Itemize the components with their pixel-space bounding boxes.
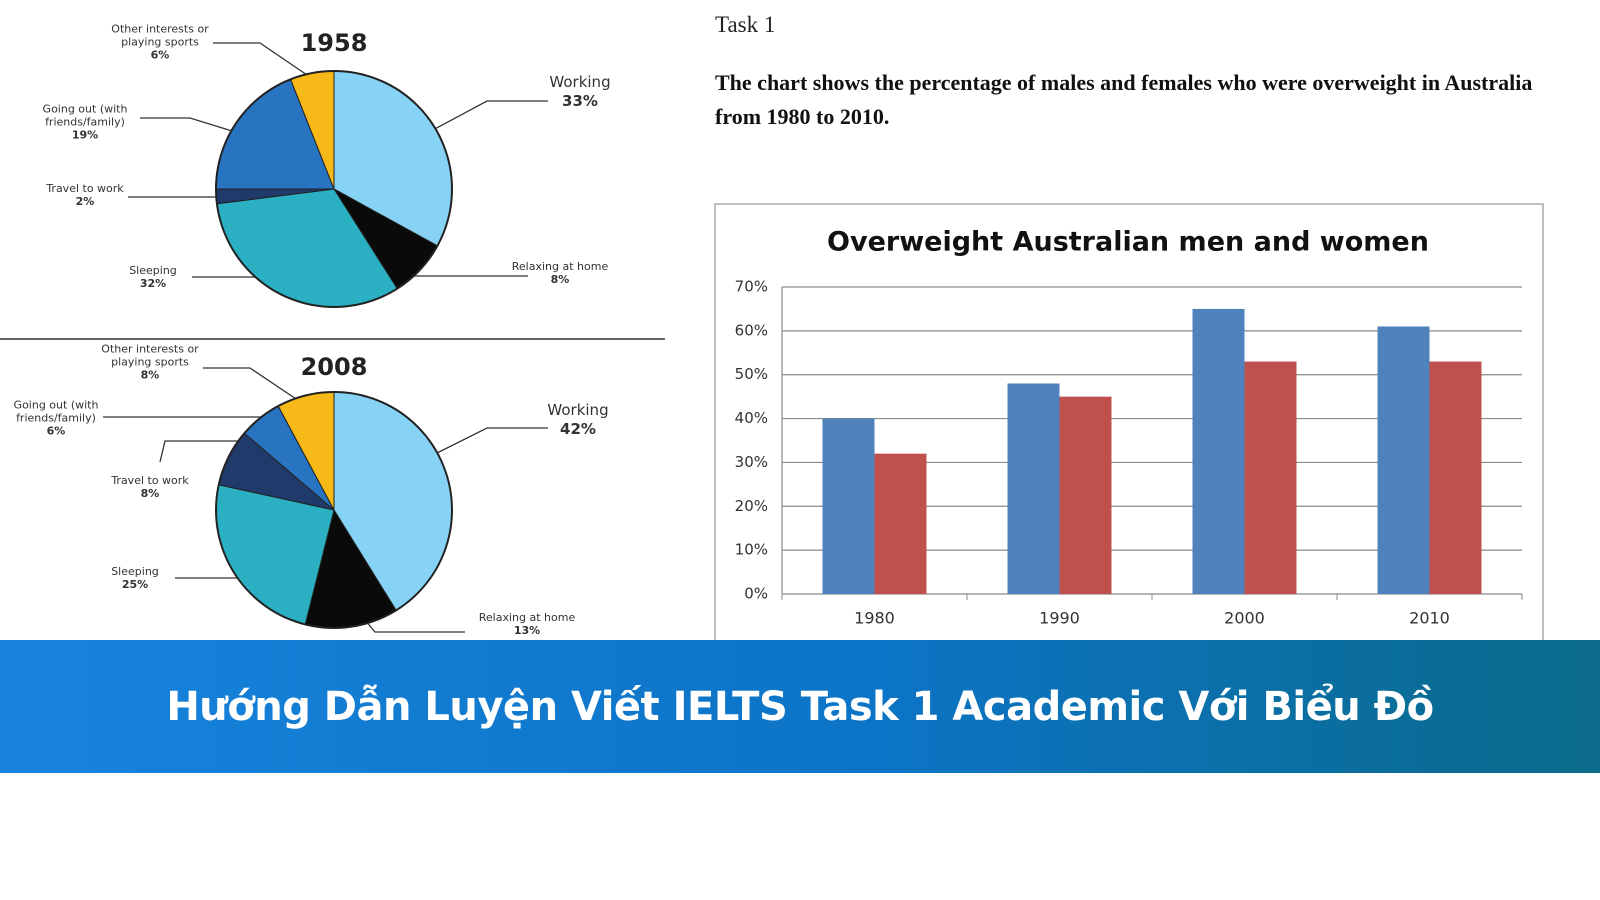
slice-name: Sleeping — [129, 264, 177, 277]
pie-label: Travel to work 2% — [30, 182, 140, 208]
y-tick-label: 0% — [744, 585, 768, 603]
x-tick-label: 1990 — [1039, 609, 1080, 628]
pie-label: Relaxing at home 13% — [472, 611, 582, 637]
x-tick-label: 2010 — [1409, 609, 1450, 628]
slice-value-label: 6% — [150, 48, 170, 62]
slice-value-label: 32% — [139, 277, 167, 290]
pie-label: Going out (with friends/family) 6% — [6, 399, 106, 438]
y-tick-label: 60% — [735, 321, 768, 339]
slice-name: Working — [547, 401, 609, 419]
y-tick-label: 50% — [735, 365, 768, 383]
bar — [874, 453, 927, 594]
bar — [1377, 326, 1430, 594]
slice-value-label: 19% — [71, 128, 99, 142]
chart-title: Overweight Australian men and women — [827, 227, 1429, 258]
slice-name: Other interests or playing sports — [111, 22, 209, 49]
pie-label: Sleeping 32% — [108, 264, 198, 290]
leader-lines — [103, 42, 548, 633]
bar — [1059, 396, 1112, 594]
y-tick-label: 20% — [735, 497, 768, 515]
pie-label: Working 42% — [533, 401, 623, 439]
pie-label: Going out (with friends/family) 19% — [30, 103, 140, 142]
pie-label: Other interests or playing sports 6% — [105, 23, 215, 62]
y-tick-label: 70% — [735, 278, 768, 296]
slice-value-label: 13% — [513, 624, 541, 637]
banner-title: Hướng Dẫn Luyện Viết IELTS Task 1 Academ… — [166, 683, 1434, 730]
slice-name: Travel to work — [111, 474, 189, 487]
slice-value-label: 8% — [550, 273, 570, 286]
bar — [1429, 361, 1482, 594]
slice-value-label: 42% — [560, 420, 596, 438]
pie-label: Relaxing at home 8% — [505, 260, 615, 286]
pie-title: 2008 — [301, 353, 368, 381]
x-tick-label: 1980 — [854, 609, 895, 628]
pie-outline — [215, 391, 453, 629]
slice-name: Going out (with friends/family) — [13, 398, 99, 425]
slice-name: Sleeping — [111, 565, 159, 578]
slice-value-label: 2% — [75, 195, 95, 208]
y-tick-label: 30% — [735, 453, 768, 471]
pie-label: Working 33% — [535, 73, 625, 111]
bar — [1192, 308, 1245, 594]
task-text: The chart shows the percentage of males … — [715, 70, 1533, 129]
slice-value-label: 25% — [121, 578, 149, 591]
slice-name: Travel to work — [46, 182, 124, 195]
pie-label: Other interests or playing sports 8% — [95, 343, 205, 382]
pie-label: Sleeping 25% — [90, 565, 180, 591]
pie-title: 1958 — [301, 29, 368, 57]
task-label: Task 1 — [715, 12, 776, 37]
bar — [1007, 383, 1060, 594]
x-tick-label: 2000 — [1224, 609, 1265, 628]
slice-name: Going out (with friends/family) — [42, 102, 128, 129]
slice-name: Relaxing at home — [478, 611, 576, 624]
y-tick-label: 10% — [735, 541, 768, 559]
y-tick-label: 40% — [735, 409, 768, 427]
pie-outline — [215, 70, 453, 308]
banner: Hướng Dẫn Luyện Viết IELTS Task 1 Academ… — [0, 640, 1600, 773]
slice-name: Working — [549, 73, 611, 91]
slice-name: Other interests or playing sports — [101, 342, 199, 369]
bar — [822, 418, 875, 594]
slice-value-label: 6% — [46, 424, 66, 438]
bar — [1244, 361, 1297, 594]
slice-name: Relaxing at home — [511, 260, 609, 273]
pie-label: Travel to work 8% — [95, 474, 205, 500]
slice-value-label: 8% — [140, 487, 160, 500]
slice-value-label: 8% — [140, 368, 160, 382]
slice-value-label: 33% — [562, 92, 598, 110]
